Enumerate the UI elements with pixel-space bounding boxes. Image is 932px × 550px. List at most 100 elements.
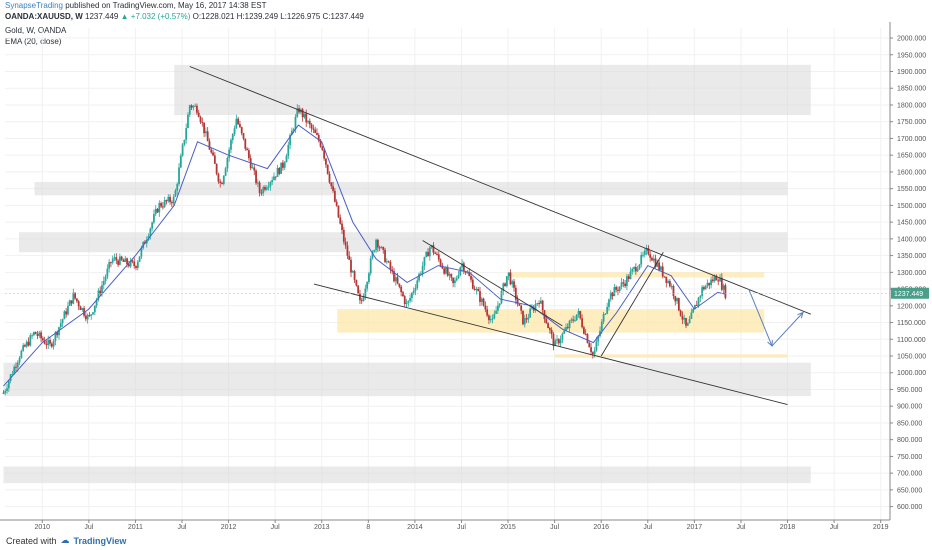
candle-up [600,321,603,331]
candle-up [102,280,105,286]
candle-down [56,332,59,336]
forecast-arrow-down [767,339,773,348]
candle-down [27,341,30,346]
candle-down [462,263,465,272]
candle-up [54,332,57,341]
candle-up [95,299,98,306]
candle-down [36,334,39,336]
candle-down [679,310,682,316]
candle-up [183,139,186,145]
candle-down [681,315,684,320]
candle-down [513,281,515,288]
candle-up [428,247,431,257]
candle-up [230,139,232,150]
candle-up [531,307,533,309]
instrument-label[interactable]: Gold, W, OANDA [5,26,67,35]
candle-up [289,134,291,145]
candle-up [31,335,34,337]
candle-down [79,306,82,310]
candle-up [565,327,567,331]
candle-down [663,276,666,278]
x-tick-label: Jul [178,524,187,531]
candle-down [488,315,490,321]
candle-up [710,279,712,286]
candle-up [670,286,673,288]
candle-up [265,187,268,190]
candle-down [582,327,585,334]
candle-up [178,167,180,185]
candle-up [423,256,426,266]
candle-down [387,261,390,263]
candle-up [694,304,696,310]
candle-down [715,276,718,281]
x-tick-label: 2019 [873,524,889,531]
publisher-link[interactable]: SynapseTrading [5,1,63,10]
candle-up [172,196,175,204]
candle-up [67,305,69,315]
candle-up [108,262,111,269]
candle-up [176,184,179,191]
candle-down [305,113,308,123]
candle-down [253,167,256,171]
candle-up [294,116,297,130]
y-tick-label: 2000.000 [897,36,926,43]
candle-down [310,124,313,129]
x-tick-label: 8 [366,524,370,531]
y-tick-label: 1100.000 [897,337,926,344]
candle-down [634,267,637,272]
candle-down [468,272,471,277]
candle-down [360,300,363,302]
candle-down [509,272,512,285]
y-tick-label: 1550.000 [897,186,926,193]
candle-up [52,340,55,347]
candle-up [461,263,463,268]
candle-down [321,146,324,151]
candle-up [81,308,84,310]
candle-up [188,105,191,115]
candle-down [437,254,440,260]
candle-down [382,246,385,250]
candle-down [545,319,548,324]
zone-gray [174,64,811,116]
x-tick-label: Jul [550,524,559,531]
candle-down [74,292,77,299]
trendline [313,283,788,405]
candle-up [502,283,505,292]
candle-down [432,245,435,253]
x-tick-label: Jul [830,524,839,531]
candle-down [677,298,680,311]
candle-down [65,311,68,315]
candle-up [256,182,259,184]
candle-up [640,254,643,265]
candle-up [267,186,270,188]
candle-up [262,187,265,194]
symbol-line: OANDA:XAUUSD, W 1237.449 ▲ +7.032 (+0.57… [5,12,364,22]
candle-up [163,200,166,207]
x-tick-label: 2014 [407,524,423,531]
candle-up [667,281,669,283]
candle-up [577,311,580,315]
candle-down [40,332,42,339]
candle-up [185,128,188,140]
candle-up [118,256,121,265]
indicator-label[interactable]: EMA (20, close) [5,37,62,46]
candle-up [697,297,700,306]
candle-down [210,149,213,153]
candle-up [6,388,8,391]
candle-down [547,323,549,329]
candle-up [296,108,299,117]
candle-up [285,155,288,163]
y-tick-label: 750.000 [897,454,922,461]
y-tick-label: 850.000 [897,420,922,427]
tradingview-logo[interactable]: TradingView [73,535,127,546]
y-tick-label: 1700.000 [897,136,926,143]
symbol-name[interactable]: OANDA:XAUUSD, W [5,12,83,21]
candle-down [208,141,211,150]
candle-down [161,206,164,208]
candle-down [566,327,569,329]
candle-down [685,317,687,326]
candle-down [332,186,334,191]
candle-up [92,312,94,315]
candle-up [412,290,415,293]
